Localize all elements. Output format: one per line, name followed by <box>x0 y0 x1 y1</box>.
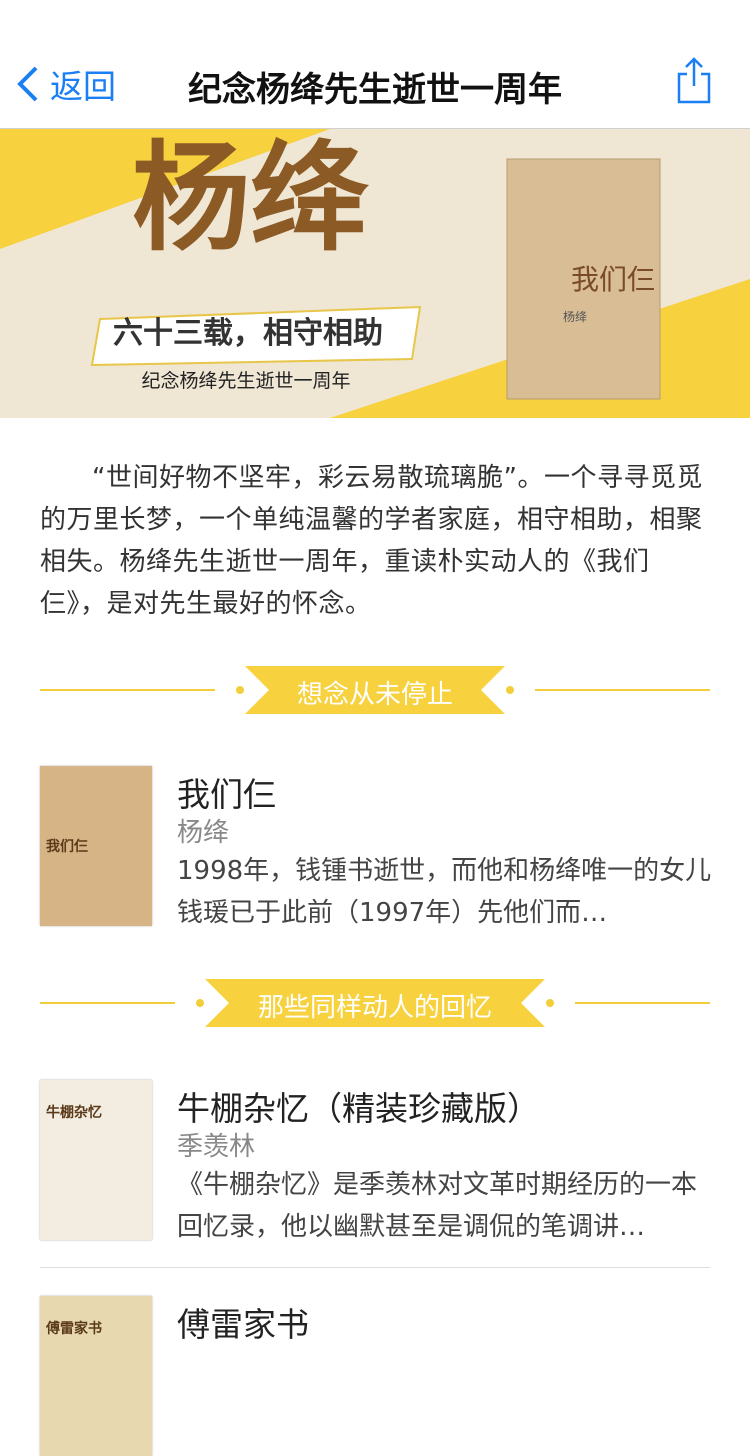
back-label: 返回 <box>50 67 116 106</box>
book-title[interactable]: 傅雷家书 <box>177 1305 309 1344</box>
share-button[interactable] <box>674 56 714 106</box>
book-title[interactable]: 我们仨 <box>177 775 276 814</box>
book-description: 《牛棚杂忆》是季羡林对文革时期经历的一本回忆录，他以幽默甚至是调侃的笔调讲… <box>177 1170 698 1242</box>
book-author: 杨绛 <box>177 818 230 848</box>
book-cover[interactable]: 我们仨 <box>40 766 152 926</box>
section-ribbon <box>40 666 710 714</box>
book-author: 季羡林 <box>177 1132 256 1162</box>
section-heading: 想念从未停止 <box>296 680 453 710</box>
cover-label: 牛棚杂忆 <box>46 1105 102 1121</box>
book-cover[interactable]: 牛棚杂忆 <box>40 1080 152 1240</box>
banner-book <box>506 158 661 400</box>
nav-divider <box>0 128 750 129</box>
nav-title: 纪念杨绛先生逝世一周年 <box>188 70 562 110</box>
row-divider <box>40 1267 710 1268</box>
banner-subtitle: 纪念杨绛先生逝世一周年 <box>141 369 350 392</box>
banner-book-title: 我们仨 <box>571 263 655 296</box>
section-ribbon <box>40 979 710 1027</box>
book-cover[interactable]: 傅雷家书 <box>40 1296 152 1456</box>
cover-label: 傅雷家书 <box>46 1321 102 1337</box>
back-button[interactable]: 返回 <box>14 60 116 108</box>
book-description: 1998年，钱锺书逝世，而他和杨绛唯一的女儿钱瑗已于此前（1997年）先他们而… <box>177 856 712 928</box>
book-title[interactable]: 牛棚杂忆（精装珍藏版） <box>177 1089 540 1128</box>
back-icon <box>17 66 38 102</box>
banner-headline: 杨绛 <box>132 129 370 267</box>
banner: 杨绛 六十三载，相守相助 纪念杨绛先生逝世一周年 我们仨 杨绛 <box>0 129 750 418</box>
banner-book-author: 杨绛 <box>563 309 587 324</box>
banner-ribbon: 六十三载，相守相助 <box>113 316 383 351</box>
section-heading: 那些同样动人的回忆 <box>257 993 492 1023</box>
page: 返回 纪念杨绛先生逝世一周年 杨绛 六十三载，相守相助 纪念杨绛先生逝世一周年 … <box>0 56 750 1456</box>
intro-text: “世间好物不坚牢，彩云易散琉璃脆”。一个寻寻觅觅的万里长梦，一个单纯温馨的学者家… <box>40 463 703 619</box>
cover-label: 我们仨 <box>46 839 88 855</box>
